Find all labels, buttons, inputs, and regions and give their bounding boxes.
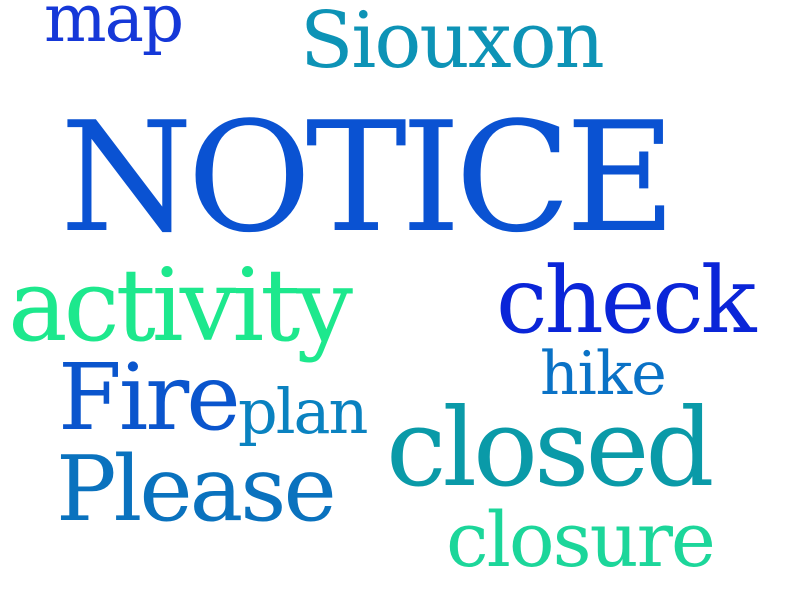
word-closure: closure — [446, 495, 716, 584]
word-siouxon: Siouxon — [300, 0, 605, 86]
word-please: Please — [56, 437, 337, 542]
word-check: check — [496, 247, 756, 354]
word-hike: hike — [540, 339, 667, 409]
word-activity: activity — [8, 247, 353, 364]
word-plan: plan — [238, 375, 368, 448]
word-map: map — [44, 0, 184, 57]
word-fire: Fire — [58, 344, 241, 451]
word-closed: closed — [386, 386, 715, 511]
word-notice: NOTICE — [60, 89, 676, 266]
